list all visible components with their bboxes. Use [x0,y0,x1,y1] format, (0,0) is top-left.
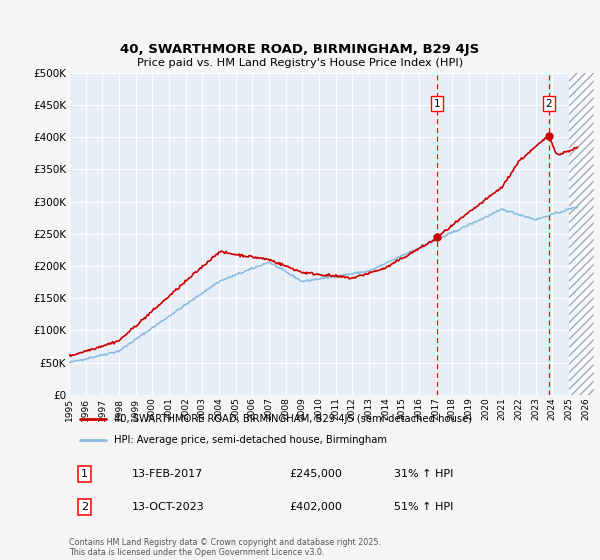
Text: Price paid vs. HM Land Registry's House Price Index (HPI): Price paid vs. HM Land Registry's House … [137,58,463,68]
Text: 31% ↑ HPI: 31% ↑ HPI [395,469,454,479]
Text: £245,000: £245,000 [290,469,343,479]
Text: Contains HM Land Registry data © Crown copyright and database right 2025.
This d: Contains HM Land Registry data © Crown c… [69,538,381,557]
Bar [569,73,594,395]
Text: 2: 2 [545,99,553,109]
Text: 13-OCT-2023: 13-OCT-2023 [132,502,205,512]
Text: 2: 2 [81,502,88,512]
Text: £402,000: £402,000 [290,502,343,512]
Bar [569,73,594,395]
Text: 40, SWARTHMORE ROAD, BIRMINGHAM, B29 4JS: 40, SWARTHMORE ROAD, BIRMINGHAM, B29 4JS [121,43,479,56]
Text: 13-FEB-2017: 13-FEB-2017 [132,469,203,479]
Text: 1: 1 [434,99,440,109]
Text: HPI: Average price, semi-detached house, Birmingham: HPI: Average price, semi-detached house,… [113,435,386,445]
Text: 40, SWARTHMORE ROAD, BIRMINGHAM, B29 4JS (semi-detached house): 40, SWARTHMORE ROAD, BIRMINGHAM, B29 4JS… [113,414,472,424]
Text: 1: 1 [81,469,88,479]
Text: 51% ↑ HPI: 51% ↑ HPI [395,502,454,512]
